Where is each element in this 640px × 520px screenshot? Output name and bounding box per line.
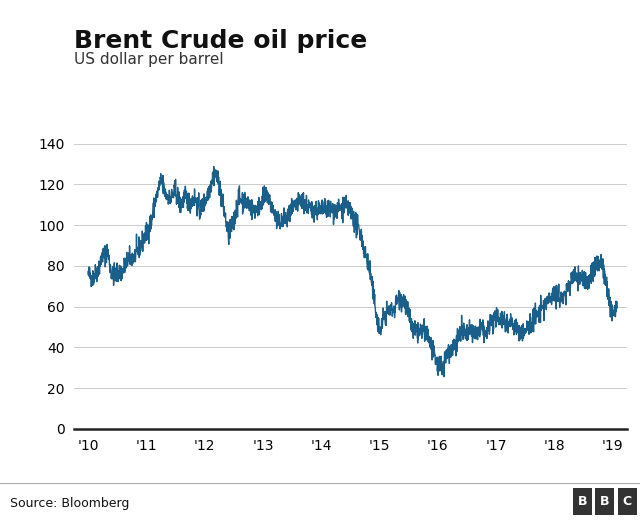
Text: Brent Crude oil price: Brent Crude oil price — [74, 29, 367, 53]
FancyBboxPatch shape — [618, 488, 637, 515]
Text: B: B — [578, 495, 587, 508]
FancyBboxPatch shape — [573, 488, 592, 515]
Text: Source: Bloomberg: Source: Bloomberg — [10, 497, 129, 510]
Text: US dollar per barrel: US dollar per barrel — [74, 52, 223, 67]
FancyBboxPatch shape — [595, 488, 614, 515]
Text: B: B — [600, 495, 609, 508]
Text: C: C — [623, 495, 632, 508]
